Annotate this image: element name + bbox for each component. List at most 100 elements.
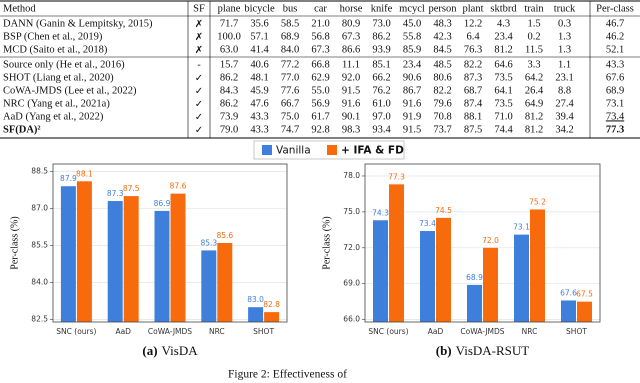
caption-label: (a) xyxy=(142,343,157,358)
table-cell: ✓ xyxy=(195,125,203,136)
table-cell: 71.0 xyxy=(494,111,512,122)
table-cell: 93.9 xyxy=(372,44,390,55)
x-tick-label: SNC (ours) xyxy=(56,327,96,336)
table-cell: 21.0 xyxy=(311,18,329,29)
bar xyxy=(154,210,170,322)
table-cell: ✗ xyxy=(195,32,203,43)
table-header: bicycle xyxy=(244,3,275,14)
table-cell: 55.8 xyxy=(403,31,421,42)
table-cell: 84.0 xyxy=(281,44,299,55)
table-cell: 73.0 xyxy=(372,18,390,29)
value-label: 86.9 xyxy=(154,199,171,208)
table-cell: 39.4 xyxy=(555,111,574,122)
table-cell: 76.2 xyxy=(372,85,390,96)
value-label: 87.6 xyxy=(170,182,187,191)
table-cell: 84.5 xyxy=(433,44,451,55)
table-header: sktbrd xyxy=(490,3,517,14)
bar xyxy=(420,231,435,322)
table-cell: 82.2 xyxy=(433,85,451,96)
table-cell: 77.2 xyxy=(281,59,299,70)
y-tick-label: 84.0 xyxy=(31,278,48,287)
table-cell: ✓ xyxy=(195,112,203,123)
y-tick-label: 66.0 xyxy=(343,315,360,324)
table-header: horse xyxy=(340,3,363,14)
table-cell: 86.2 xyxy=(220,72,238,83)
table-cell: 81.2 xyxy=(525,111,543,122)
value-label: 88.1 xyxy=(76,169,93,178)
table-cell: 52.1 xyxy=(606,44,624,55)
table-cell: 86.6 xyxy=(342,44,360,55)
table-cell: 73.9 xyxy=(220,111,238,122)
table-cell: 73.7 xyxy=(433,124,451,135)
value-label: 67.6 xyxy=(560,288,577,297)
table-header: SF xyxy=(193,3,205,14)
x-tick-label: AaD xyxy=(115,327,131,336)
table-cell: 68.7 xyxy=(464,85,482,96)
table-cell: 58.5 xyxy=(281,18,299,29)
table-cell: 1.3 xyxy=(558,31,571,42)
table-cell: 73.4 xyxy=(606,111,625,122)
table-cell: SF(DA)² xyxy=(3,124,41,135)
table-cell: 75.0 xyxy=(281,111,299,122)
table-cell: 12.2 xyxy=(464,18,482,29)
value-label: 82.8 xyxy=(263,300,280,309)
table-cell: 80.6 xyxy=(433,72,451,83)
table-cell: 43.3 xyxy=(606,59,624,70)
table-cell: 42.3 xyxy=(433,31,451,42)
caption-label: (b) xyxy=(436,343,452,358)
table-cell: ✓ xyxy=(195,99,203,110)
plot-frame xyxy=(52,163,288,323)
table-cell: MCD (Saito et al., 2018) xyxy=(3,44,108,55)
table-header: Per-class xyxy=(596,3,634,14)
table-cell: 3.3 xyxy=(527,59,540,70)
x-tick-label: AaD xyxy=(428,327,444,336)
table-cell: 26.4 xyxy=(525,85,544,96)
caption-text: VisDA xyxy=(162,343,199,358)
table-cell: 92.8 xyxy=(311,124,329,135)
value-label: 75.2 xyxy=(529,197,546,206)
table-cell: 48.3 xyxy=(433,18,451,29)
table-cell: Source only (He et al., 2016) xyxy=(3,59,125,70)
bar xyxy=(107,201,123,322)
bar xyxy=(483,247,498,322)
table-cell: 91.5 xyxy=(342,85,360,96)
table-cell: 0.3 xyxy=(558,18,571,29)
table-cell: 43.3 xyxy=(250,124,268,135)
table-cell: 63.0 xyxy=(220,44,238,55)
table-cell: 90.6 xyxy=(403,72,421,83)
x-tick-label: CoWA-JMDS xyxy=(460,327,504,336)
table-cell: 91.6 xyxy=(403,98,421,109)
table-header: knife xyxy=(371,3,393,14)
legend-label: Vanilla xyxy=(276,145,311,157)
table-cell: 4.3 xyxy=(497,18,510,29)
bar xyxy=(123,196,139,322)
table-cell: ✗ xyxy=(195,45,203,56)
value-label: 74.5 xyxy=(435,206,452,215)
value-label: 73.1 xyxy=(513,223,530,232)
table-cell: BSP (Chen et al., 2019) xyxy=(3,31,103,42)
table-cell: AaD (Yang et al., 2022) xyxy=(3,111,104,122)
table-cell: 73.1 xyxy=(606,98,624,109)
table-cell: 85.9 xyxy=(403,44,421,55)
table-cell: 67.3 xyxy=(311,44,329,55)
table-cell: 34.2 xyxy=(555,124,573,135)
bar xyxy=(264,312,280,322)
table-header: truck xyxy=(554,3,576,14)
x-tick-label: SHOT xyxy=(566,327,587,336)
table-cell: 68.9 xyxy=(606,85,624,96)
bar xyxy=(60,186,76,322)
value-label: 87.5 xyxy=(123,184,140,193)
table-cell: 47.6 xyxy=(250,98,268,109)
caption-text: VisDA-RSUT xyxy=(456,343,530,358)
table-cell: 71.7 xyxy=(220,18,238,29)
value-label: 72.0 xyxy=(482,236,499,245)
table-cell: 35.6 xyxy=(250,18,268,29)
table-cell: 79.0 xyxy=(220,124,238,135)
bar xyxy=(514,234,529,322)
table-cell: NRC (Yang et al., 2021a) xyxy=(3,98,110,109)
table-cell: ✓ xyxy=(195,86,203,97)
table-cell: ✓ xyxy=(195,73,203,84)
table-cell: 45.0 xyxy=(403,18,421,29)
table-cell: 1.1 xyxy=(558,59,571,70)
table-header: Method xyxy=(3,3,36,14)
